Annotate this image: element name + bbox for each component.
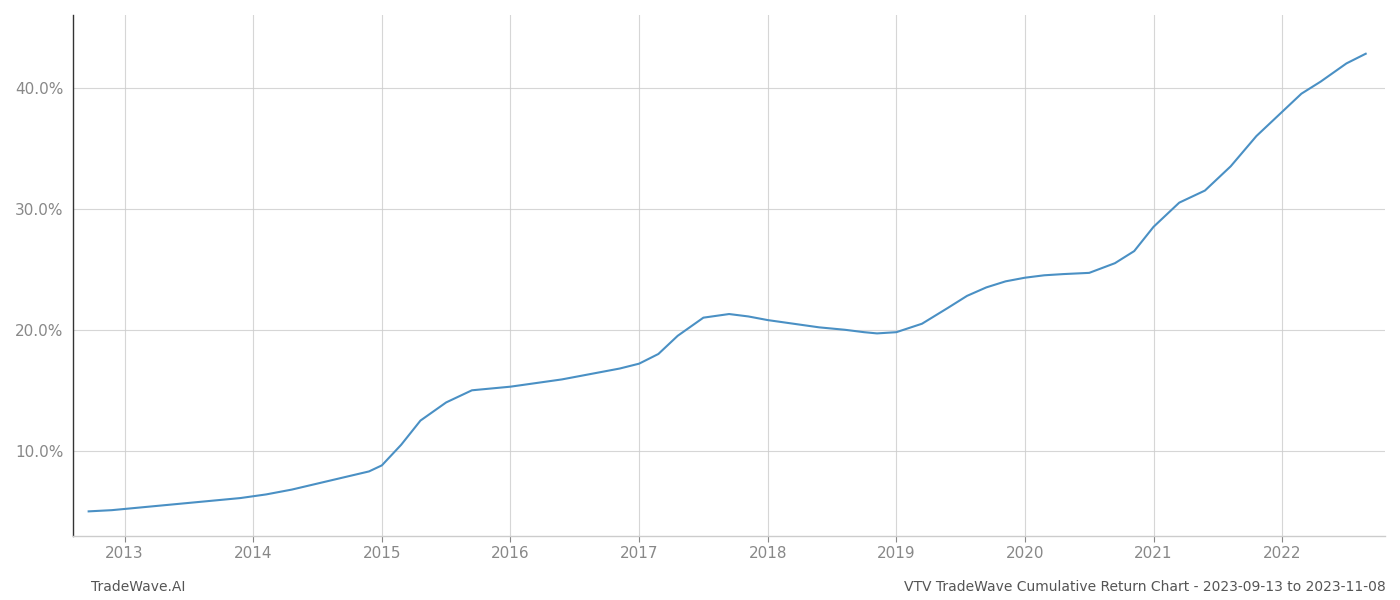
Text: TradeWave.AI: TradeWave.AI <box>91 580 185 594</box>
Text: VTV TradeWave Cumulative Return Chart - 2023-09-13 to 2023-11-08: VTV TradeWave Cumulative Return Chart - … <box>904 580 1386 594</box>
